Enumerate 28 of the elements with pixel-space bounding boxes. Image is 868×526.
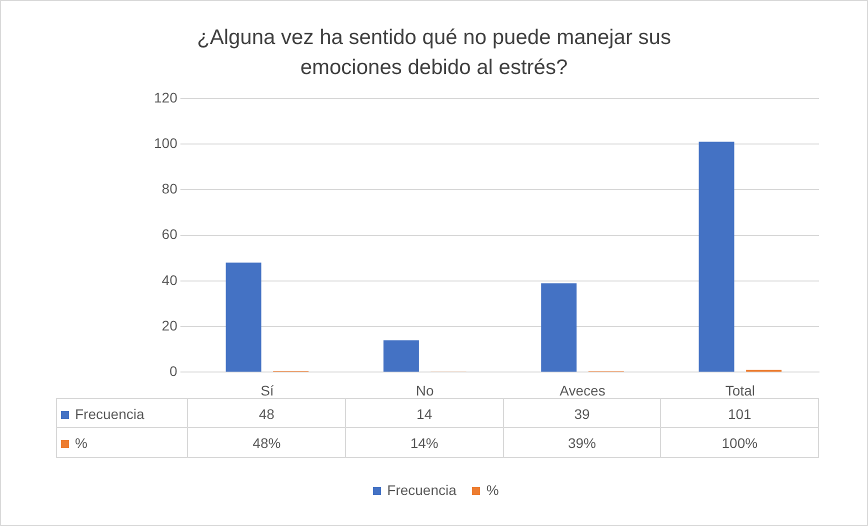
x-tick-label: Total bbox=[725, 382, 755, 398]
y-tick-label: 120 bbox=[154, 89, 178, 106]
y-tick-label: 0 bbox=[170, 363, 178, 380]
data-label: 48 bbox=[188, 398, 346, 428]
data-label: 14% bbox=[346, 428, 504, 458]
bar bbox=[698, 142, 734, 372]
bar bbox=[226, 262, 262, 372]
x-tick-label: Aveces bbox=[560, 382, 606, 398]
y-tick-label: 80 bbox=[162, 180, 178, 197]
y-tick-label: 100 bbox=[154, 134, 178, 151]
data-label: 39% bbox=[504, 428, 662, 458]
data-label: 39 bbox=[504, 398, 662, 428]
text: Frecuencia bbox=[387, 482, 456, 498]
x-tick-label: No bbox=[416, 382, 434, 398]
y-tick-label: 20 bbox=[162, 317, 178, 334]
legend-label: Frecuencia bbox=[75, 406, 144, 422]
data-label: 48% bbox=[188, 428, 346, 458]
data-label: 100% bbox=[661, 428, 819, 458]
data-label: 101 bbox=[661, 398, 819, 428]
x-tick-label: Sí bbox=[260, 382, 274, 398]
bar bbox=[541, 283, 577, 372]
y-tick-label: 60 bbox=[162, 226, 178, 242]
chart-title: ¿Alguna vez ha sentido qué no puede manejar sus emociones debido al estrés? bbox=[196, 25, 672, 82]
data-label: 14 bbox=[346, 398, 504, 428]
y-tick-label: 40 bbox=[162, 272, 178, 288]
bar bbox=[383, 340, 419, 372]
legend-label: % bbox=[486, 482, 499, 498]
text: % bbox=[75, 435, 88, 452]
